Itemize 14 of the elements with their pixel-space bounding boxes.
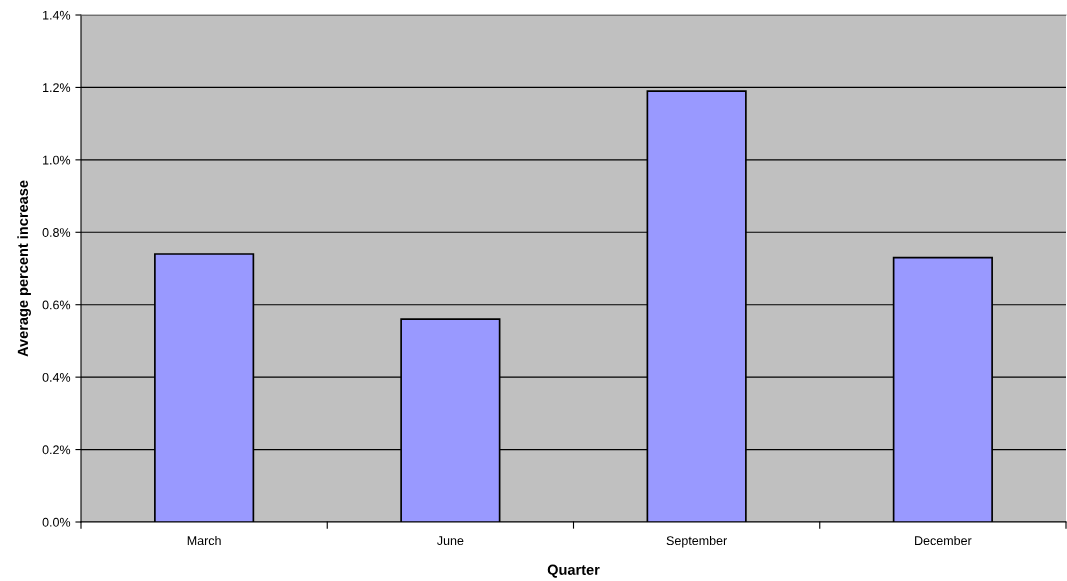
x-axis-title: Quarter	[547, 564, 600, 578]
y-tick-label: 0.4%	[42, 372, 71, 382]
x-tick-label: March	[187, 535, 221, 546]
y-tick-label: 1.2%	[43, 83, 71, 93]
x-tick-label: December	[915, 535, 972, 546]
y-tick-label: 0.8%	[42, 228, 71, 237]
y-tick-label: 1.0%	[43, 155, 71, 165]
y-tick-label: 0.0%	[42, 517, 71, 527]
y-tick-label: 1.4%	[43, 10, 71, 20]
x-tick-label: June	[437, 536, 464, 546]
y-axis-title: Average percent increase	[17, 180, 31, 357]
x-tick-label: September	[666, 535, 727, 548]
y-tick-label: 0.2%	[42, 445, 71, 455]
y-tick-label: 0.6%	[42, 300, 71, 310]
